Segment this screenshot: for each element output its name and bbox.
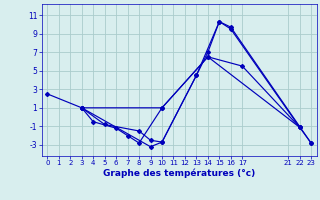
X-axis label: Graphe des températures (°c): Graphe des températures (°c): [103, 169, 255, 178]
